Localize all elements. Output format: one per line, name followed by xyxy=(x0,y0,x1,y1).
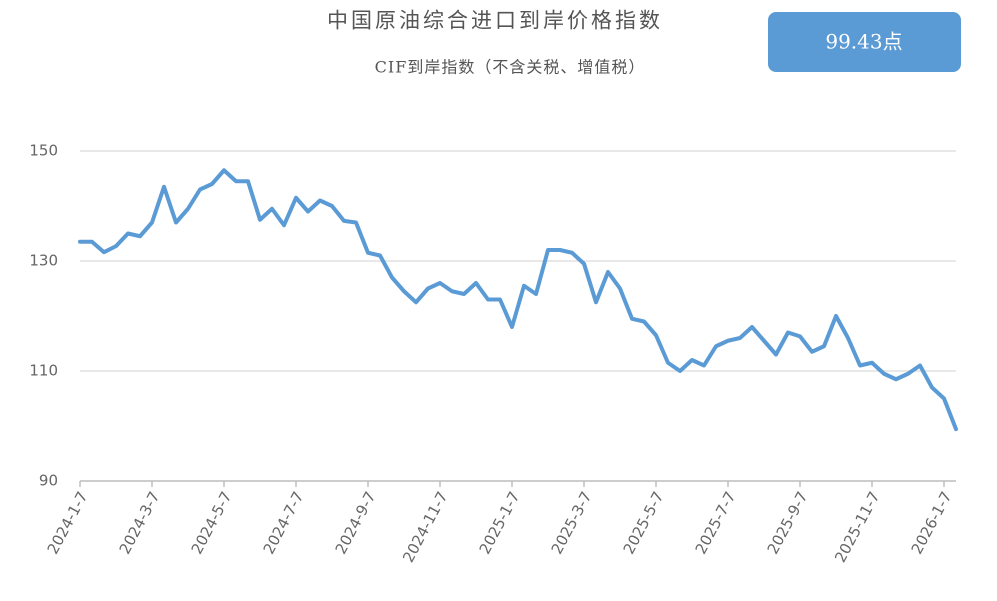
x-tick-label: 2024-3-7 xyxy=(116,489,164,558)
chart-subtitle: CIF到岸指数（不含关税、增值税） xyxy=(375,58,646,77)
y-tick-label: 110 xyxy=(29,362,58,380)
x-tick-label: 2025-9-7 xyxy=(764,489,812,558)
x-tick-label: 2024-9-7 xyxy=(332,489,380,558)
x-tick-label: 2026-1-7 xyxy=(908,489,956,558)
x-tick-label: 2025-3-7 xyxy=(548,489,596,558)
y-tick-label: 90 xyxy=(39,472,58,490)
chart-title: 中国原油综合进口到岸价格指数 xyxy=(327,9,663,33)
x-tick-label: 2025-5-7 xyxy=(620,489,668,558)
data-line xyxy=(78,168,958,432)
x-tick-label: 2025-7-7 xyxy=(692,489,740,558)
y-tick-label: 150 xyxy=(29,142,58,160)
x-tick-label: 2024-7-7 xyxy=(260,489,308,558)
y-tick-label: 130 xyxy=(29,252,58,270)
x-tick-label: 2024-11-7 xyxy=(399,489,451,566)
x-tick-label: 2025-11-7 xyxy=(831,489,883,566)
x-tick-label: 2025-1-7 xyxy=(476,489,524,558)
badge-text: 99.43点 xyxy=(825,30,902,54)
x-tick-label: 2024-5-7 xyxy=(188,489,236,558)
x-tick-label: 2024-1-7 xyxy=(44,489,92,558)
value-badge xyxy=(768,12,961,72)
